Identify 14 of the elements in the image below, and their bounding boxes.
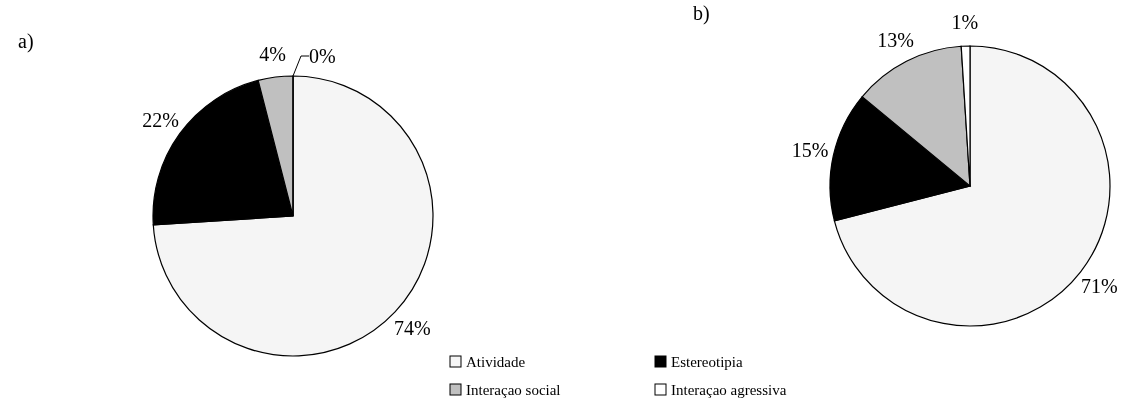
data-label: 71% [1081,275,1118,298]
data-label: 74% [394,317,431,340]
data-label: 1% [951,11,979,34]
data-label: 22% [142,108,179,131]
chart-title: b) [693,2,710,25]
data-label: 13% [877,29,914,52]
data-label: 4% [259,42,286,65]
legend-label: Interaçao social [466,382,561,398]
text: 0% [309,45,336,67]
legend-label: Atividade [466,354,526,370]
legend-label: Estereotipia [671,354,743,370]
data-label: 15% [791,139,829,162]
chart-title: a) [18,30,34,53]
legend-label: Interaçao agressiva [671,382,787,398]
